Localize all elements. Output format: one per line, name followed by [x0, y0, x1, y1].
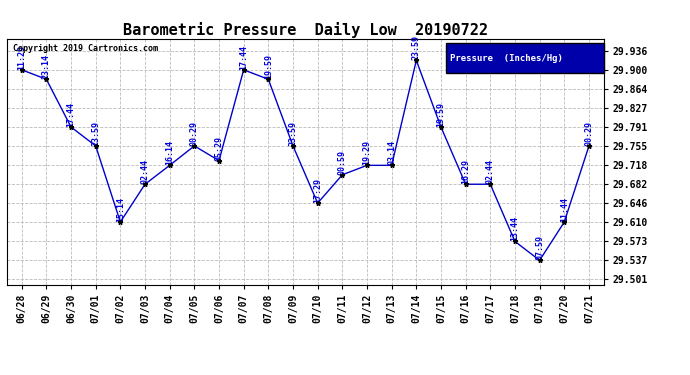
Text: 00:29: 00:29 [584, 121, 593, 146]
Text: 23:59: 23:59 [412, 35, 421, 60]
Text: 15:14: 15:14 [116, 197, 125, 222]
Text: 19:29: 19:29 [362, 140, 371, 165]
Text: 23:14: 23:14 [42, 54, 51, 79]
Text: 02:44: 02:44 [141, 159, 150, 184]
Text: 07:59: 07:59 [535, 236, 544, 260]
Text: 17:44: 17:44 [239, 45, 248, 70]
Text: Pressure  (Inches/Hg): Pressure (Inches/Hg) [450, 54, 562, 63]
Text: 13:44: 13:44 [511, 216, 520, 242]
Text: 11:29: 11:29 [17, 45, 26, 70]
Title: Barometric Pressure  Daily Low  20190722: Barometric Pressure Daily Low 20190722 [123, 22, 488, 38]
Text: 19:59: 19:59 [437, 102, 446, 127]
Text: 23:59: 23:59 [288, 121, 297, 146]
Text: 19:59: 19:59 [264, 54, 273, 79]
Text: 02:44: 02:44 [486, 159, 495, 184]
Text: 03:14: 03:14 [387, 140, 396, 165]
Text: 16:29: 16:29 [461, 159, 470, 184]
Text: 17:44: 17:44 [66, 102, 75, 127]
Text: 11:44: 11:44 [560, 197, 569, 222]
Text: Copyright 2019 Cartronics.com: Copyright 2019 Cartronics.com [13, 44, 158, 53]
Text: 17:29: 17:29 [313, 178, 322, 203]
FancyBboxPatch shape [446, 43, 604, 72]
Text: 00:29: 00:29 [190, 121, 199, 146]
Text: 05:29: 05:29 [215, 136, 224, 160]
Text: 00:59: 00:59 [338, 150, 347, 175]
Text: 16:14: 16:14 [165, 140, 174, 165]
Text: 23:59: 23:59 [91, 121, 100, 146]
